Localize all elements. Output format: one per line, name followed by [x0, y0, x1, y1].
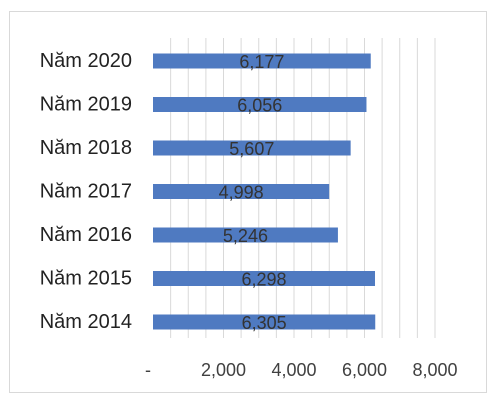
- x-tick-label: 6,000: [342, 360, 387, 380]
- data-label: 5,607: [229, 139, 274, 159]
- category-label: Năm 2020: [40, 50, 132, 72]
- data-label: 6,305: [242, 313, 287, 333]
- category-label: Năm 2015: [40, 268, 132, 290]
- bar: [153, 314, 376, 330]
- bar: [153, 140, 351, 156]
- bar: [153, 97, 367, 112]
- data-label: 6,298: [241, 270, 286, 290]
- x-tick-label: 2,000: [201, 360, 246, 380]
- category-label: Năm 2019: [40, 94, 132, 116]
- bar: [153, 227, 338, 243]
- bar: [153, 53, 371, 69]
- x-tick-label: 8,000: [412, 360, 457, 380]
- category-labels: Năm 2020 Năm 2019 Năm 2018 Năm 2017 Năm 2016…: [40, 50, 132, 333]
- category-label: Năm 2018: [40, 137, 132, 159]
- x-tick-labels: - 2,000 4,000 6,000 8,000: [145, 360, 458, 380]
- bars: [153, 53, 376, 330]
- data-labels: 6,177 6,056 5,607 4,998 5,246 6,298 6,305: [219, 52, 287, 333]
- category-label: Năm 2014: [40, 311, 132, 333]
- bar: [153, 184, 330, 199]
- bar: [153, 271, 376, 286]
- data-label: 6,056: [237, 96, 282, 116]
- category-label: Năm 2016: [40, 224, 132, 246]
- x-tick-label: -: [145, 360, 151, 380]
- x-tick-label: 4,000: [271, 360, 316, 380]
- category-label: Năm 2017: [40, 181, 132, 203]
- data-label: 5,246: [223, 226, 268, 246]
- data-label: 4,998: [219, 183, 264, 203]
- data-label: 6,177: [239, 52, 284, 72]
